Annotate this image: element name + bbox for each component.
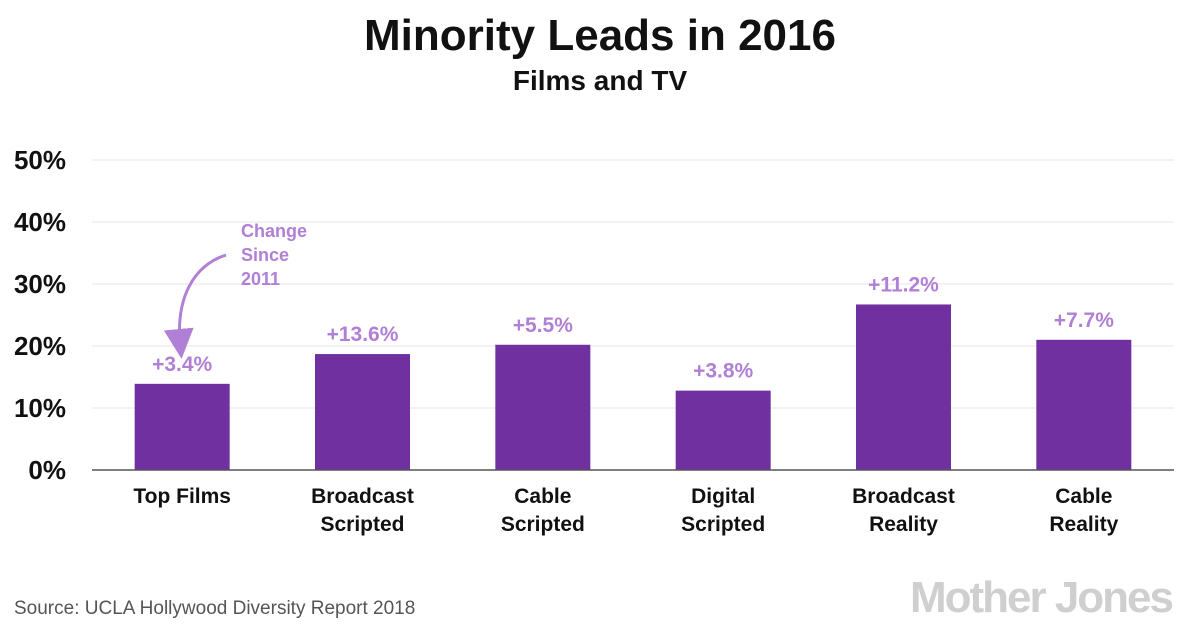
bar — [134, 383, 230, 470]
x-tick-label: Scripted — [681, 513, 765, 536]
data-label: +7.7% — [1054, 309, 1114, 332]
data-label: +3.8% — [693, 360, 753, 383]
y-tick-label: 0% — [28, 455, 66, 485]
publisher-logo: Mother Jones — [910, 573, 1173, 622]
y-axis-ticks: 0% 10% 20% 30% 40% 50% — [14, 145, 66, 485]
data-labels: +3.4% +13.6% +5.5% +3.8% +11.2% +7.7% — [152, 273, 1114, 382]
chart-title: Minority Leads in 2016 — [364, 11, 836, 60]
x-tick-label: Reality — [869, 513, 938, 536]
x-tick-label: Broadcast — [311, 485, 414, 508]
data-label: +3.4% — [152, 353, 212, 376]
annotation-text: Change — [241, 221, 307, 241]
x-tick-label: Scripted — [320, 513, 404, 536]
y-tick-label: 10% — [14, 393, 66, 423]
y-tick-label: 30% — [14, 269, 66, 299]
x-tick-label: Reality — [1049, 513, 1118, 536]
gridlines — [92, 159, 1174, 409]
x-tick-label: Cable — [1055, 485, 1112, 508]
x-tick-label: Digital — [691, 485, 755, 508]
bar — [856, 304, 951, 470]
x-tick-label: Cable — [514, 485, 571, 508]
x-tick-label: Scripted — [501, 513, 585, 536]
chart-subtitle: Films and TV — [513, 65, 688, 96]
x-tick-label: Top Films — [133, 485, 231, 508]
data-label: +5.5% — [513, 314, 573, 337]
bar — [495, 344, 591, 470]
y-tick-label: 50% — [14, 145, 66, 175]
data-label: +13.6% — [327, 323, 399, 346]
annotation-text: Since — [241, 245, 289, 265]
source-note: Source: UCLA Hollywood Diversity Report … — [14, 598, 415, 619]
annotation-arrow — [163, 253, 227, 359]
y-tick-label: 20% — [14, 331, 66, 361]
x-axis-ticks: Top Films Broadcast Scripted Cable Scripted D… — [133, 485, 1118, 536]
bar — [315, 354, 410, 470]
bar — [1036, 339, 1132, 470]
bars — [134, 304, 1132, 470]
annotation: Change Since 2011 — [163, 221, 307, 359]
annotation-text: 2011 — [241, 269, 280, 289]
bar — [675, 390, 771, 470]
y-tick-label: 40% — [14, 207, 66, 237]
data-label: +11.2% — [868, 273, 939, 296]
x-tick-label: Broadcast — [852, 485, 955, 508]
